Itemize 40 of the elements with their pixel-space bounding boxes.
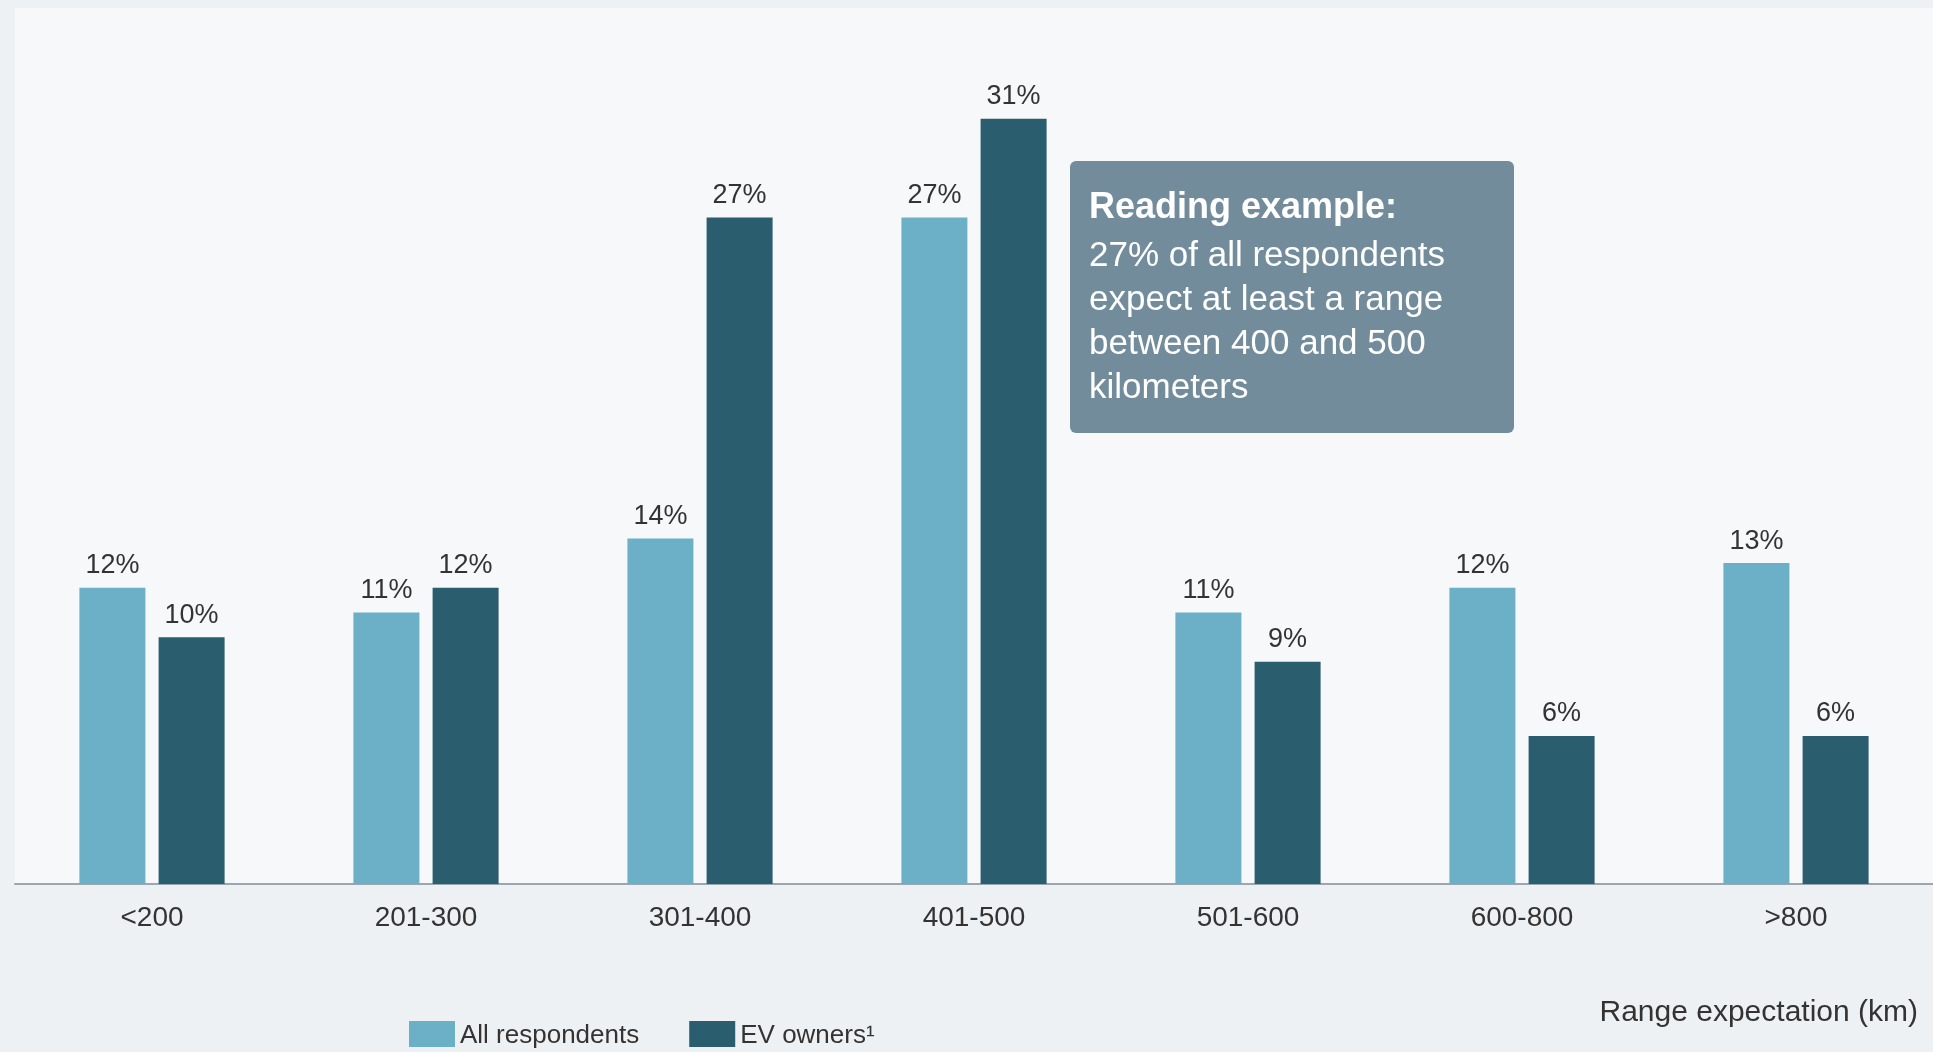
x-tick-label: 301-400 — [648, 900, 752, 932]
bar — [1802, 735, 1869, 884]
data-label: 12% — [1455, 549, 1510, 580]
bar — [980, 118, 1047, 884]
bar — [158, 637, 225, 884]
x-tick-label: >800 — [1764, 900, 1828, 932]
data-label: 11% — [360, 573, 413, 604]
bar — [627, 538, 694, 884]
bar — [432, 587, 499, 884]
data-label: 27% — [712, 178, 767, 209]
data-label: 31% — [986, 80, 1041, 111]
bar — [901, 217, 968, 884]
bar — [1449, 587, 1516, 884]
x-tick-label: 201-300 — [374, 900, 478, 932]
bar — [79, 587, 146, 884]
bar — [1528, 735, 1595, 884]
bar — [1254, 661, 1321, 884]
data-label: 12% — [438, 549, 493, 580]
bar — [1175, 612, 1242, 884]
legend-label: EV owners¹ — [740, 1019, 875, 1049]
data-label: 6% — [1542, 697, 1582, 728]
x-tick-label: 600-800 — [1470, 900, 1574, 932]
data-label: 14% — [633, 499, 688, 530]
annotation: 27% of all respondents expect at least a range between 400 and 500 kilometers — [1089, 233, 1446, 405]
bar — [706, 217, 773, 884]
data-label: 13% — [1729, 524, 1784, 555]
data-label: 9% — [1268, 623, 1308, 654]
bar — [353, 612, 420, 884]
data-label: 10% — [164, 598, 219, 629]
data-label: 27% — [907, 178, 962, 209]
bar — [1723, 563, 1790, 884]
data-label: 12% — [85, 549, 140, 580]
data-label: 11% — [1182, 573, 1235, 604]
annotation: Reading example: — [1089, 184, 1398, 226]
x-tick-label: 401-500 — [922, 900, 1026, 932]
x-axis-title: Range expectation (km) — [1599, 993, 1919, 1027]
x-tick-label: 501-600 — [1196, 900, 1300, 932]
legend-label: All respondents — [460, 1019, 640, 1049]
data-label: 6% — [1816, 697, 1856, 728]
x-tick-label: <200 — [120, 900, 184, 932]
